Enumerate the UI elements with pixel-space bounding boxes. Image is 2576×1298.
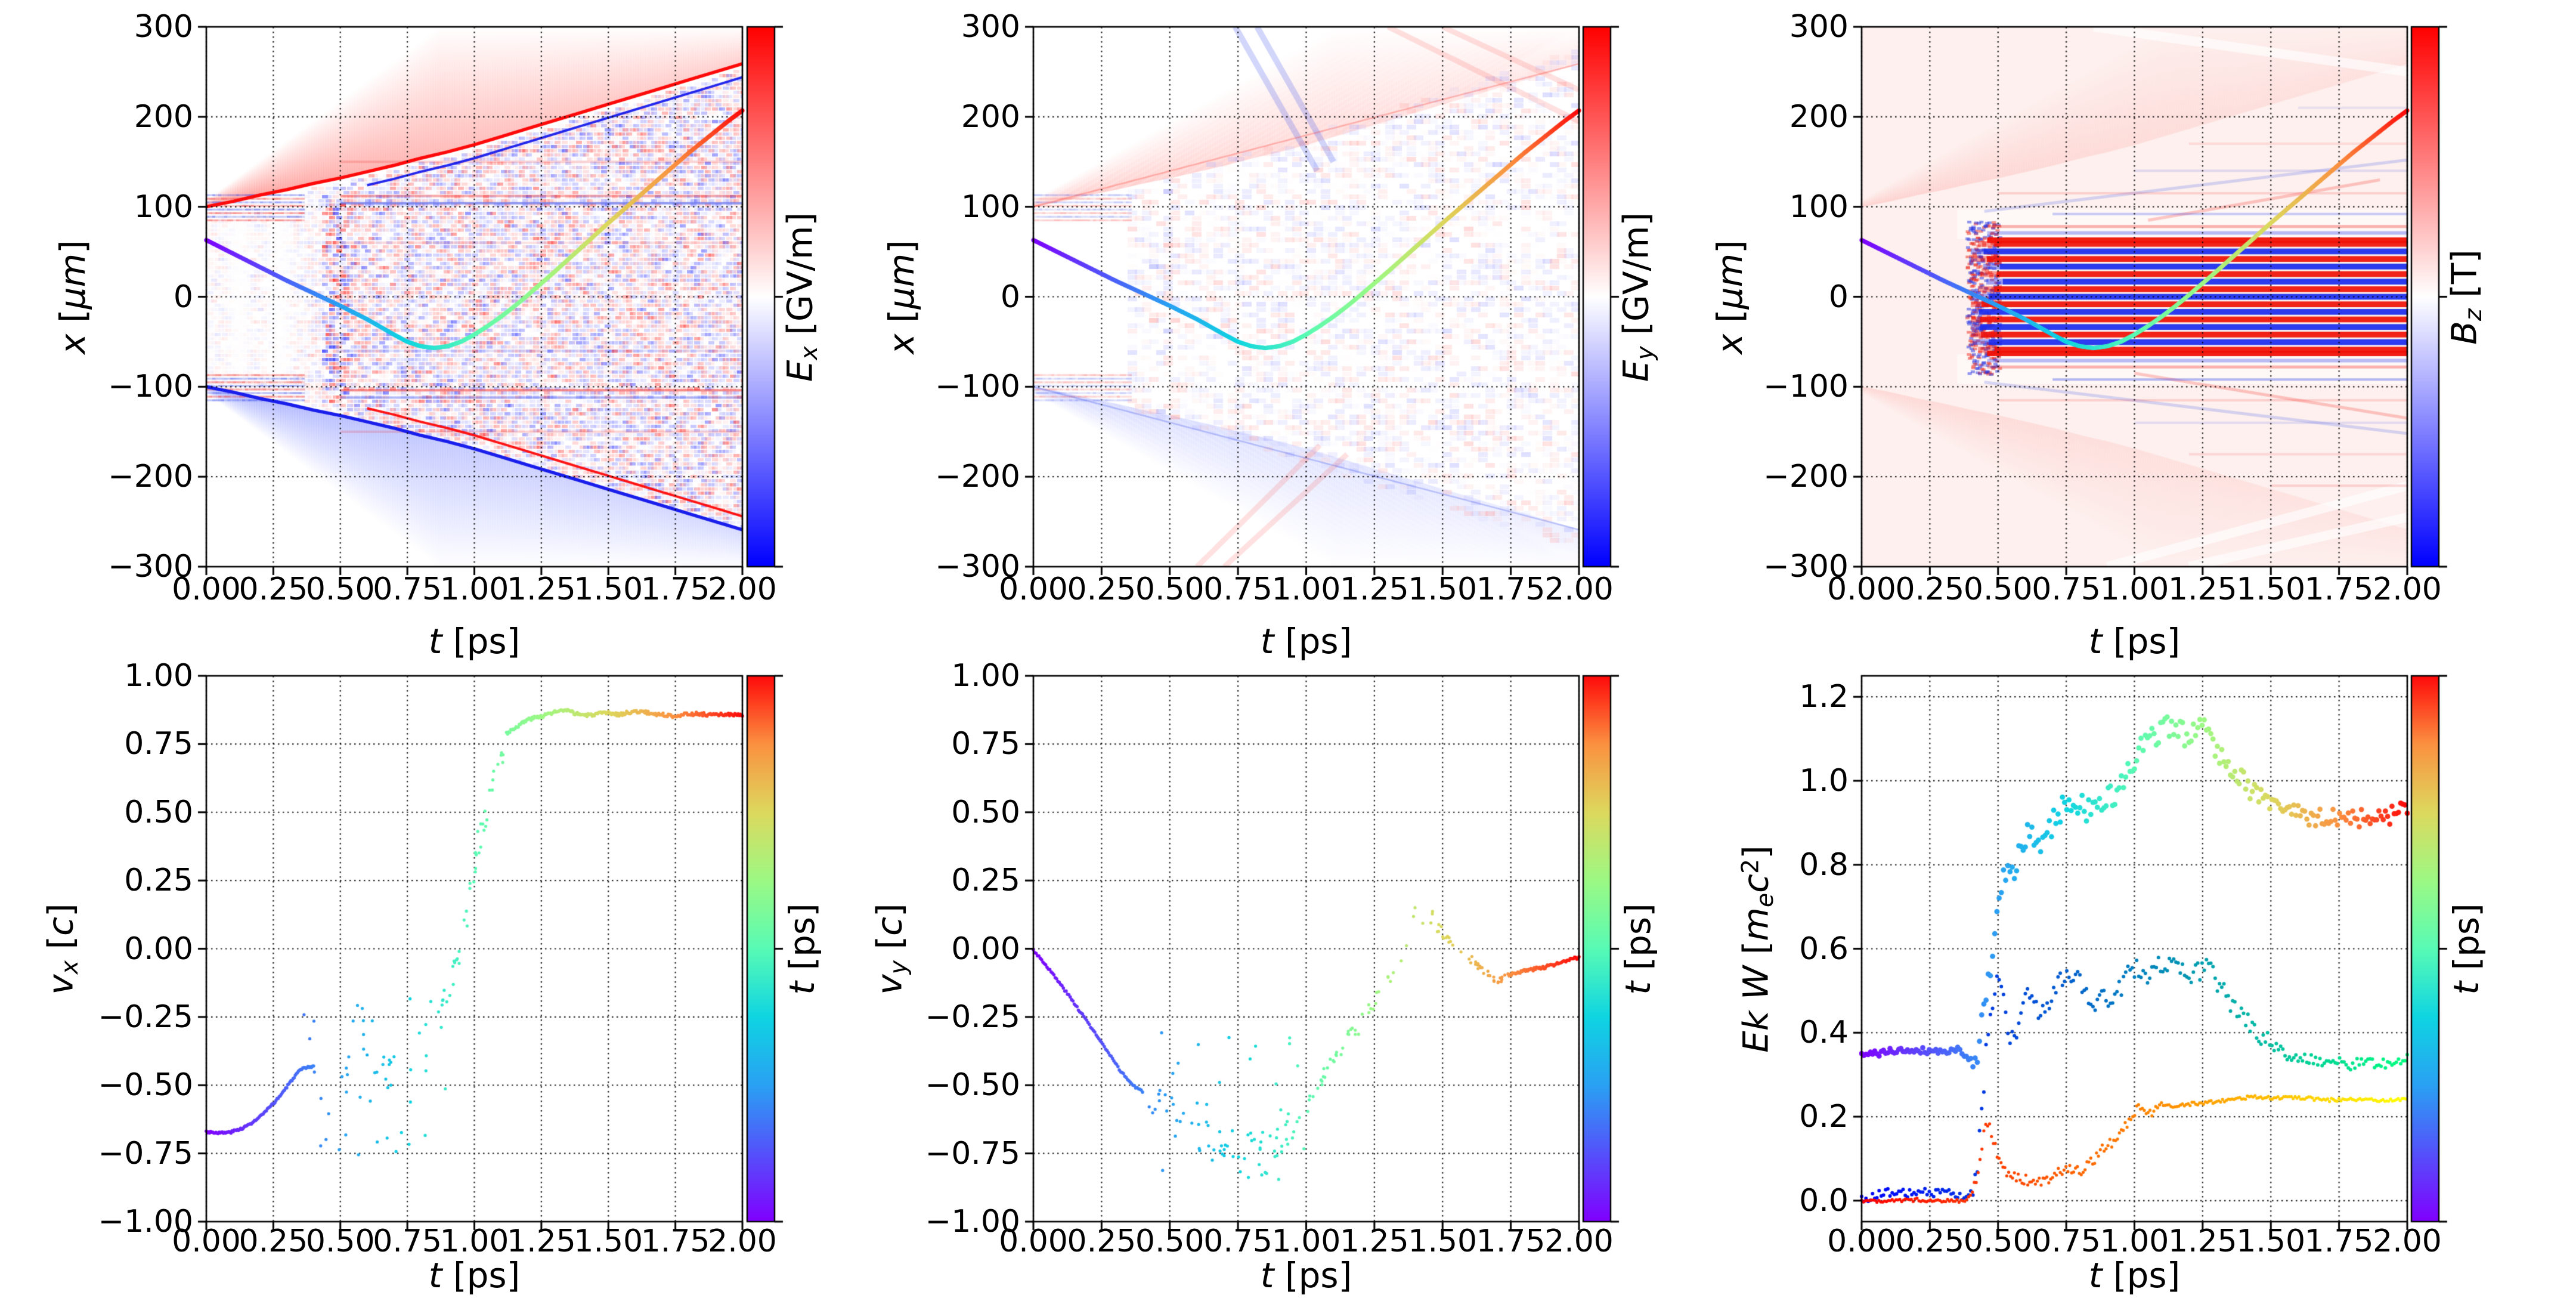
figure: 300 200 100 0 −100 −200 −300 0.00 0.25 0.50 0.75 1.…	[0, 0, 2576, 1298]
plots-canvas	[0, 0, 2576, 1298]
